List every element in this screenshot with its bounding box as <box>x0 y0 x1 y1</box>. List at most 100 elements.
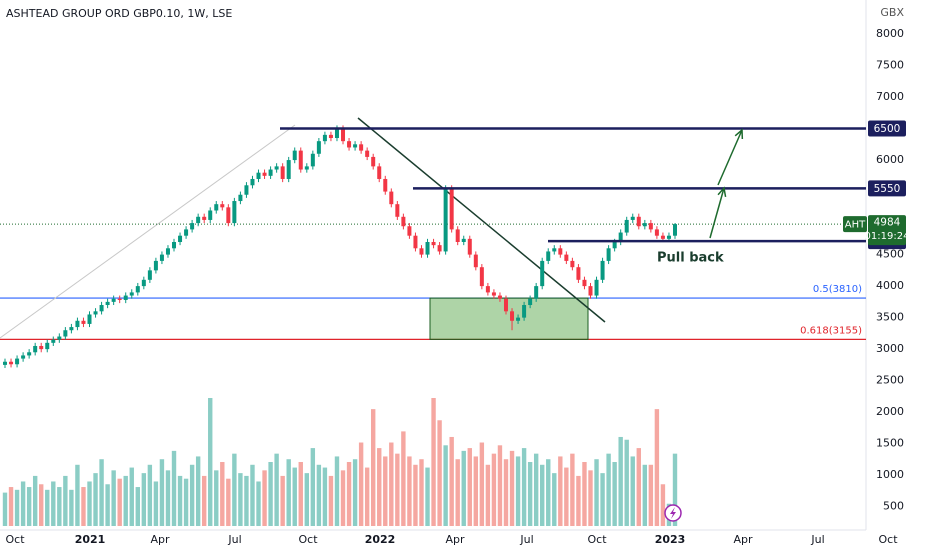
candle-body <box>196 216 201 224</box>
candle-body <box>99 305 104 312</box>
volume-bar <box>630 456 635 526</box>
candle-body <box>618 232 623 242</box>
volume-bar <box>165 470 171 526</box>
candle-body <box>359 144 364 151</box>
candle-body <box>51 339 56 343</box>
volume-bar <box>129 467 134 526</box>
volume-bar <box>491 453 497 526</box>
y-axis-label: GBX <box>880 6 904 19</box>
candle-body <box>365 150 370 157</box>
candle-body <box>570 260 575 268</box>
volume-bar <box>8 487 14 526</box>
volume-bar <box>214 470 219 526</box>
candle-body <box>353 144 358 148</box>
candle-body <box>310 153 315 167</box>
volume-bar <box>238 473 243 526</box>
volume-bar <box>220 462 225 526</box>
volume-bar <box>401 431 406 526</box>
candle-body <box>292 150 297 161</box>
x-tick-label: Jul <box>810 533 824 546</box>
last-price-label: 4984 <box>874 217 901 229</box>
volume-bar <box>358 442 364 526</box>
volume-bar <box>177 475 183 526</box>
candle-body <box>238 194 243 202</box>
y-tick-label: 4000 <box>876 279 904 292</box>
x-tick-label: Oct <box>5 533 25 546</box>
volume-bar <box>648 464 654 526</box>
volume-bar <box>147 464 153 526</box>
volume-bar <box>57 487 62 526</box>
volume-bar <box>606 453 611 526</box>
symbol-box <box>843 216 867 233</box>
candle-body <box>141 279 146 287</box>
candle-body <box>220 204 225 208</box>
volume-bar <box>117 478 122 526</box>
volume-bar <box>45 489 50 526</box>
volume-bar <box>449 436 454 526</box>
volume-bar <box>370 409 376 526</box>
candle-body <box>9 361 14 365</box>
volume-bar <box>509 450 515 526</box>
trend-line <box>357 117 606 323</box>
volume-bar <box>51 481 56 526</box>
level-price-box <box>868 120 906 137</box>
volume-bar <box>14 489 20 526</box>
symbol-label: AHT <box>845 220 866 231</box>
level-price-box <box>868 180 906 197</box>
candle-body <box>497 295 502 299</box>
y-tick-label: 1500 <box>876 437 904 450</box>
candle-body <box>15 358 20 365</box>
candle-body <box>226 207 231 224</box>
volume-bar <box>123 475 128 526</box>
candle-body <box>660 235 665 239</box>
x-tick-label: 2023 <box>655 533 686 546</box>
candle-body <box>389 191 394 205</box>
y-tick-label: 7500 <box>876 59 904 72</box>
volume-bar <box>618 436 623 526</box>
y-tick-label: 2500 <box>876 374 904 387</box>
volume-bar <box>141 473 147 526</box>
y-tick-label: 2000 <box>876 405 904 418</box>
candle-body <box>594 279 599 296</box>
candle-body <box>21 355 26 359</box>
volume-bar <box>183 478 189 526</box>
candle-body <box>624 219 629 233</box>
volume-bar <box>485 464 491 526</box>
candle-body <box>606 248 611 261</box>
demand-zone <box>429 297 589 340</box>
volume-bar <box>624 439 629 526</box>
candle-body <box>159 254 164 261</box>
candle-body <box>630 216 635 220</box>
arrow <box>709 187 725 239</box>
candle-body <box>371 156 376 167</box>
candle-body <box>208 210 213 220</box>
candle-body <box>274 166 279 170</box>
countdown-label: 01:19:24 <box>865 231 910 242</box>
candle-body <box>558 248 563 255</box>
candle-body <box>419 248 424 255</box>
candle-body <box>522 305 527 318</box>
candle-body <box>425 241 430 255</box>
volume-bar <box>32 475 38 526</box>
candle-body <box>111 298 116 302</box>
volume-bar <box>594 459 599 526</box>
volume-bar <box>612 462 617 526</box>
volume-bar <box>533 453 539 526</box>
volume-bar <box>63 475 68 526</box>
volume-bar <box>352 459 358 526</box>
volume-bar <box>515 456 521 526</box>
y-tick-label: 3000 <box>876 342 904 355</box>
candle-body <box>473 254 478 268</box>
volume-bar <box>87 481 92 526</box>
candle-body <box>153 260 158 271</box>
volume-bar <box>69 489 74 526</box>
volume-bar <box>497 445 503 526</box>
candle-body <box>467 238 472 255</box>
candle-body <box>286 160 291 179</box>
candle-body <box>322 134 327 142</box>
volume-bar <box>75 464 80 526</box>
y-tick-label: 7000 <box>876 90 904 103</box>
candle-body <box>298 150 303 170</box>
x-tick-label: Oct <box>298 533 318 546</box>
